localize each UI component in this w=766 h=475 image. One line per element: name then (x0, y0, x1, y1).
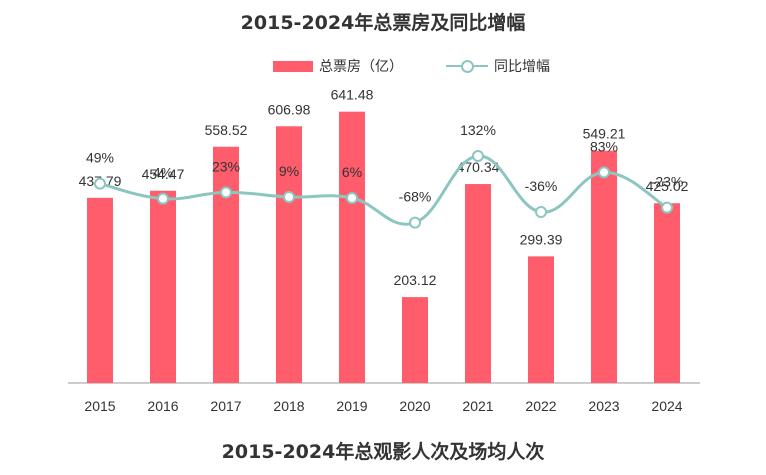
chart-title: 2015-2024年总票房及同比增幅 (240, 12, 526, 34)
x-tick-label-2021: 2021 (462, 398, 493, 414)
growth-point-2023 (598, 166, 610, 179)
growth-point-2019 (346, 192, 358, 204)
bar-label-2023: 549.21 (583, 126, 626, 142)
growth-point-2022 (535, 206, 547, 218)
bar-2023 (591, 150, 617, 383)
growth-label-2021: 132% (460, 122, 496, 138)
growth-label-2019: 6% (342, 164, 362, 180)
next-chart-title: 2015-2024年总观影人次及场均人次 (221, 441, 545, 463)
legend-item-box-office[interactable]: 总票房（亿） (273, 56, 403, 76)
bar-label-2021: 470.34 (457, 159, 500, 175)
growth-point-2015 (94, 177, 106, 190)
bar-2016 (150, 190, 176, 383)
growth-point-2017 (220, 186, 232, 199)
growth-point-2018 (283, 191, 295, 203)
x-tick-label-2019: 2019 (336, 398, 367, 414)
x-tick-label-2024: 2024 (651, 398, 682, 414)
legend-label-box-office: 总票房（亿） (319, 59, 403, 75)
bar-label-2018: 606.98 (268, 101, 311, 117)
legend-line-swatch (446, 59, 488, 73)
growth-point-2024 (661, 201, 673, 214)
bar-label-2019: 641.48 (331, 87, 374, 103)
growth-point-2016 (157, 192, 169, 205)
x-tick-label-2016: 2016 (147, 398, 178, 414)
bar-2017 (213, 146, 239, 383)
bar-2024 (654, 203, 680, 383)
bar-label-2020: 203.12 (394, 272, 437, 288)
bar-2021 (465, 184, 491, 383)
growth-label-2015: 49% (86, 150, 114, 166)
bar-label-2024: 425.02 (646, 178, 689, 194)
x-tick-label-2018: 2018 (273, 398, 304, 414)
growth-line (99, 154, 668, 226)
bar-2019 (339, 111, 365, 383)
growth-point-2020 (409, 216, 421, 229)
x-tick-label-2020: 2020 (399, 398, 430, 414)
bar-label-2017: 558.52 (205, 122, 248, 138)
legend: 总票房（亿） 同比增幅 (0, 56, 766, 80)
bar-label-2016: 454.47 (142, 166, 185, 182)
growth-label-2023: 83% (590, 138, 618, 154)
growth-label-2022: -36% (525, 178, 558, 194)
bar-2018 (276, 126, 302, 384)
x-tick-label-2022: 2022 (525, 398, 556, 414)
legend-item-growth[interactable]: 同比增幅 (446, 56, 550, 76)
legend-bar-swatch (273, 60, 313, 72)
growth-point-2021 (472, 150, 484, 162)
bar-2022 (528, 256, 554, 383)
bar-label-2022: 299.39 (520, 231, 563, 247)
legend-label-growth: 同比增幅 (494, 59, 550, 75)
bar-2020 (402, 297, 428, 383)
growth-label-2018: 9% (279, 163, 299, 179)
growth-label-2016: 4% (153, 165, 173, 181)
growth-label-2020: -68% (399, 189, 432, 205)
growth-label-2017: 23% (212, 158, 240, 174)
x-tick-label-2015: 2015 (84, 398, 115, 414)
growth-label-2024: -23% (651, 174, 684, 190)
bar-2015 (87, 197, 113, 383)
x-tick-label-2017: 2017 (210, 398, 241, 414)
x-tick-label-2023: 2023 (588, 398, 619, 414)
